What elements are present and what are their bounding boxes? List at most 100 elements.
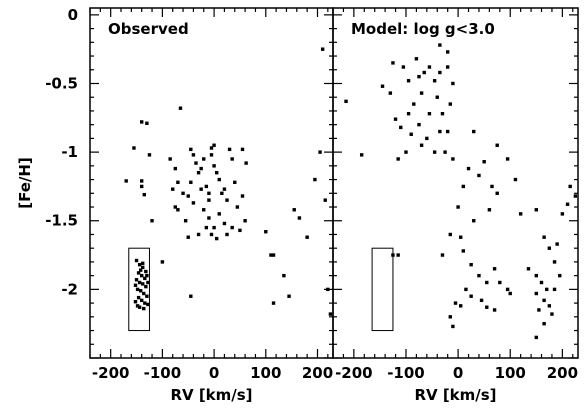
data-point (271, 301, 276, 305)
data-point (404, 150, 408, 154)
data-point (461, 184, 466, 189)
x-tick-label: 200 (547, 364, 578, 382)
data-point (189, 294, 193, 298)
data-point (225, 198, 229, 202)
cluster-point (141, 282, 145, 286)
x-tick-label: 200 (302, 364, 333, 382)
data-point (498, 280, 502, 285)
x-tick-label: -100 (387, 364, 425, 382)
data-point (534, 291, 538, 296)
data-point (328, 312, 333, 316)
data-point (492, 267, 497, 271)
data-point (453, 301, 458, 305)
data-point (555, 242, 559, 246)
data-point (545, 287, 549, 292)
data-point (209, 232, 214, 237)
data-point (217, 212, 221, 216)
data-point (173, 166, 178, 171)
data-point (176, 180, 180, 185)
data-point (344, 99, 348, 104)
cluster-point (136, 271, 141, 275)
data-point (461, 249, 466, 253)
data-point (432, 79, 437, 83)
data-point (230, 225, 234, 230)
data-point (264, 230, 268, 234)
data-point (199, 187, 203, 191)
plot-frame (89, 7, 334, 359)
data-point (552, 260, 557, 264)
data-point (145, 121, 149, 125)
data-point (456, 205, 460, 209)
data-point (320, 47, 325, 51)
data-point (391, 253, 395, 257)
data-point (448, 232, 452, 237)
cluster-point (137, 280, 142, 285)
data-point (359, 153, 364, 157)
data-point (568, 184, 572, 189)
data-point (202, 208, 206, 212)
cluster-point (134, 258, 139, 263)
cluster-point (138, 289, 143, 293)
data-point (305, 235, 309, 239)
data-point (451, 324, 455, 329)
x-tick-label: 100 (495, 364, 526, 382)
data-point (207, 191, 211, 195)
cluster-point (140, 273, 144, 278)
data-point (214, 236, 219, 241)
data-point (204, 184, 209, 189)
data-point (427, 111, 432, 116)
data-point (227, 147, 232, 152)
data-point (443, 150, 447, 154)
data-point (271, 253, 276, 257)
data-point (432, 150, 437, 154)
data-point (482, 160, 486, 164)
data-point (140, 179, 144, 183)
data-point (547, 246, 552, 250)
data-point (196, 232, 201, 237)
data-point (490, 184, 494, 189)
data-point (191, 153, 196, 157)
cluster-point (140, 298, 144, 303)
data-point (168, 157, 172, 161)
data-point (513, 177, 518, 182)
cluster-point (135, 287, 140, 292)
data-point (542, 321, 546, 326)
plot-frame (332, 7, 579, 359)
data-point (438, 43, 442, 47)
cluster-point (143, 276, 147, 281)
data-point (417, 122, 421, 127)
y-tick-label: -2 (61, 280, 78, 298)
data-point (547, 304, 552, 308)
data-point (477, 173, 481, 178)
cluster-point (142, 291, 146, 296)
data-point (495, 191, 499, 195)
data-point (477, 273, 481, 278)
data-point (438, 129, 442, 134)
data-point (505, 157, 510, 161)
cluster-point (137, 262, 142, 267)
data-point (552, 287, 557, 292)
cluster-point (134, 278, 139, 282)
data-point (440, 253, 445, 257)
data-point (396, 253, 400, 257)
data-point (282, 273, 286, 278)
cluster-point (144, 269, 148, 274)
x-tick-label: 0 (209, 364, 219, 382)
panel-title: Observed (108, 20, 189, 38)
data-point (537, 308, 541, 312)
cluster-point (146, 302, 150, 307)
data-point (464, 287, 468, 292)
data-point (243, 219, 247, 223)
data-point (435, 95, 439, 99)
y-tick-label: -0.5 (45, 74, 78, 92)
data-point (448, 102, 452, 106)
data-point (459, 304, 463, 308)
data-point (406, 79, 411, 83)
cluster-point (146, 280, 150, 285)
data-point (196, 171, 201, 175)
y-tick-label: -1 (61, 143, 78, 161)
selection-box (128, 247, 150, 332)
cluster-point (135, 304, 140, 308)
data-point (189, 180, 193, 185)
